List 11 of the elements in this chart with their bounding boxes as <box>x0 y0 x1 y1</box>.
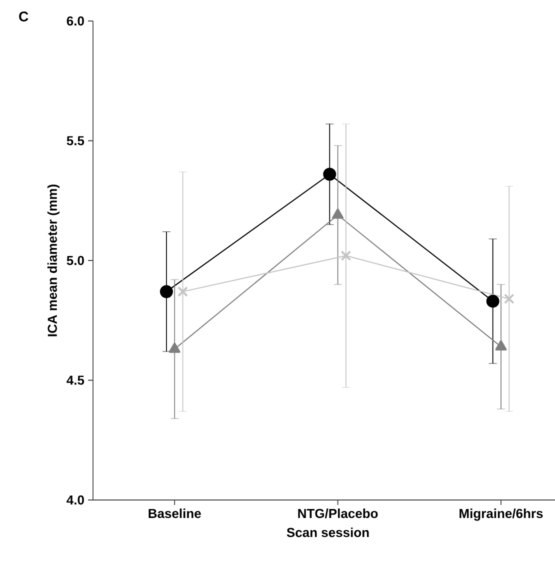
text: C <box>19 12 28 22</box>
y-tick-label: 4.0 <box>66 495 84 505</box>
x-tick-label: Migraine/6hrs <box>460 508 543 521</box>
x-tick-label: NTG/Placebo <box>298 508 378 518</box>
x-axis-title: Scan session <box>286 528 369 538</box>
y-axis-title: ICA mean diameter (mm) <box>47 184 60 336</box>
y-tick-label: 6.0 <box>66 16 84 26</box>
y-tick-label: 4.5 <box>66 376 84 385</box>
y-tick-label: 5.0 <box>66 256 84 266</box>
y-tick-label: 5.5 <box>66 136 84 146</box>
x-tick-label: Baseline <box>148 508 201 518</box>
